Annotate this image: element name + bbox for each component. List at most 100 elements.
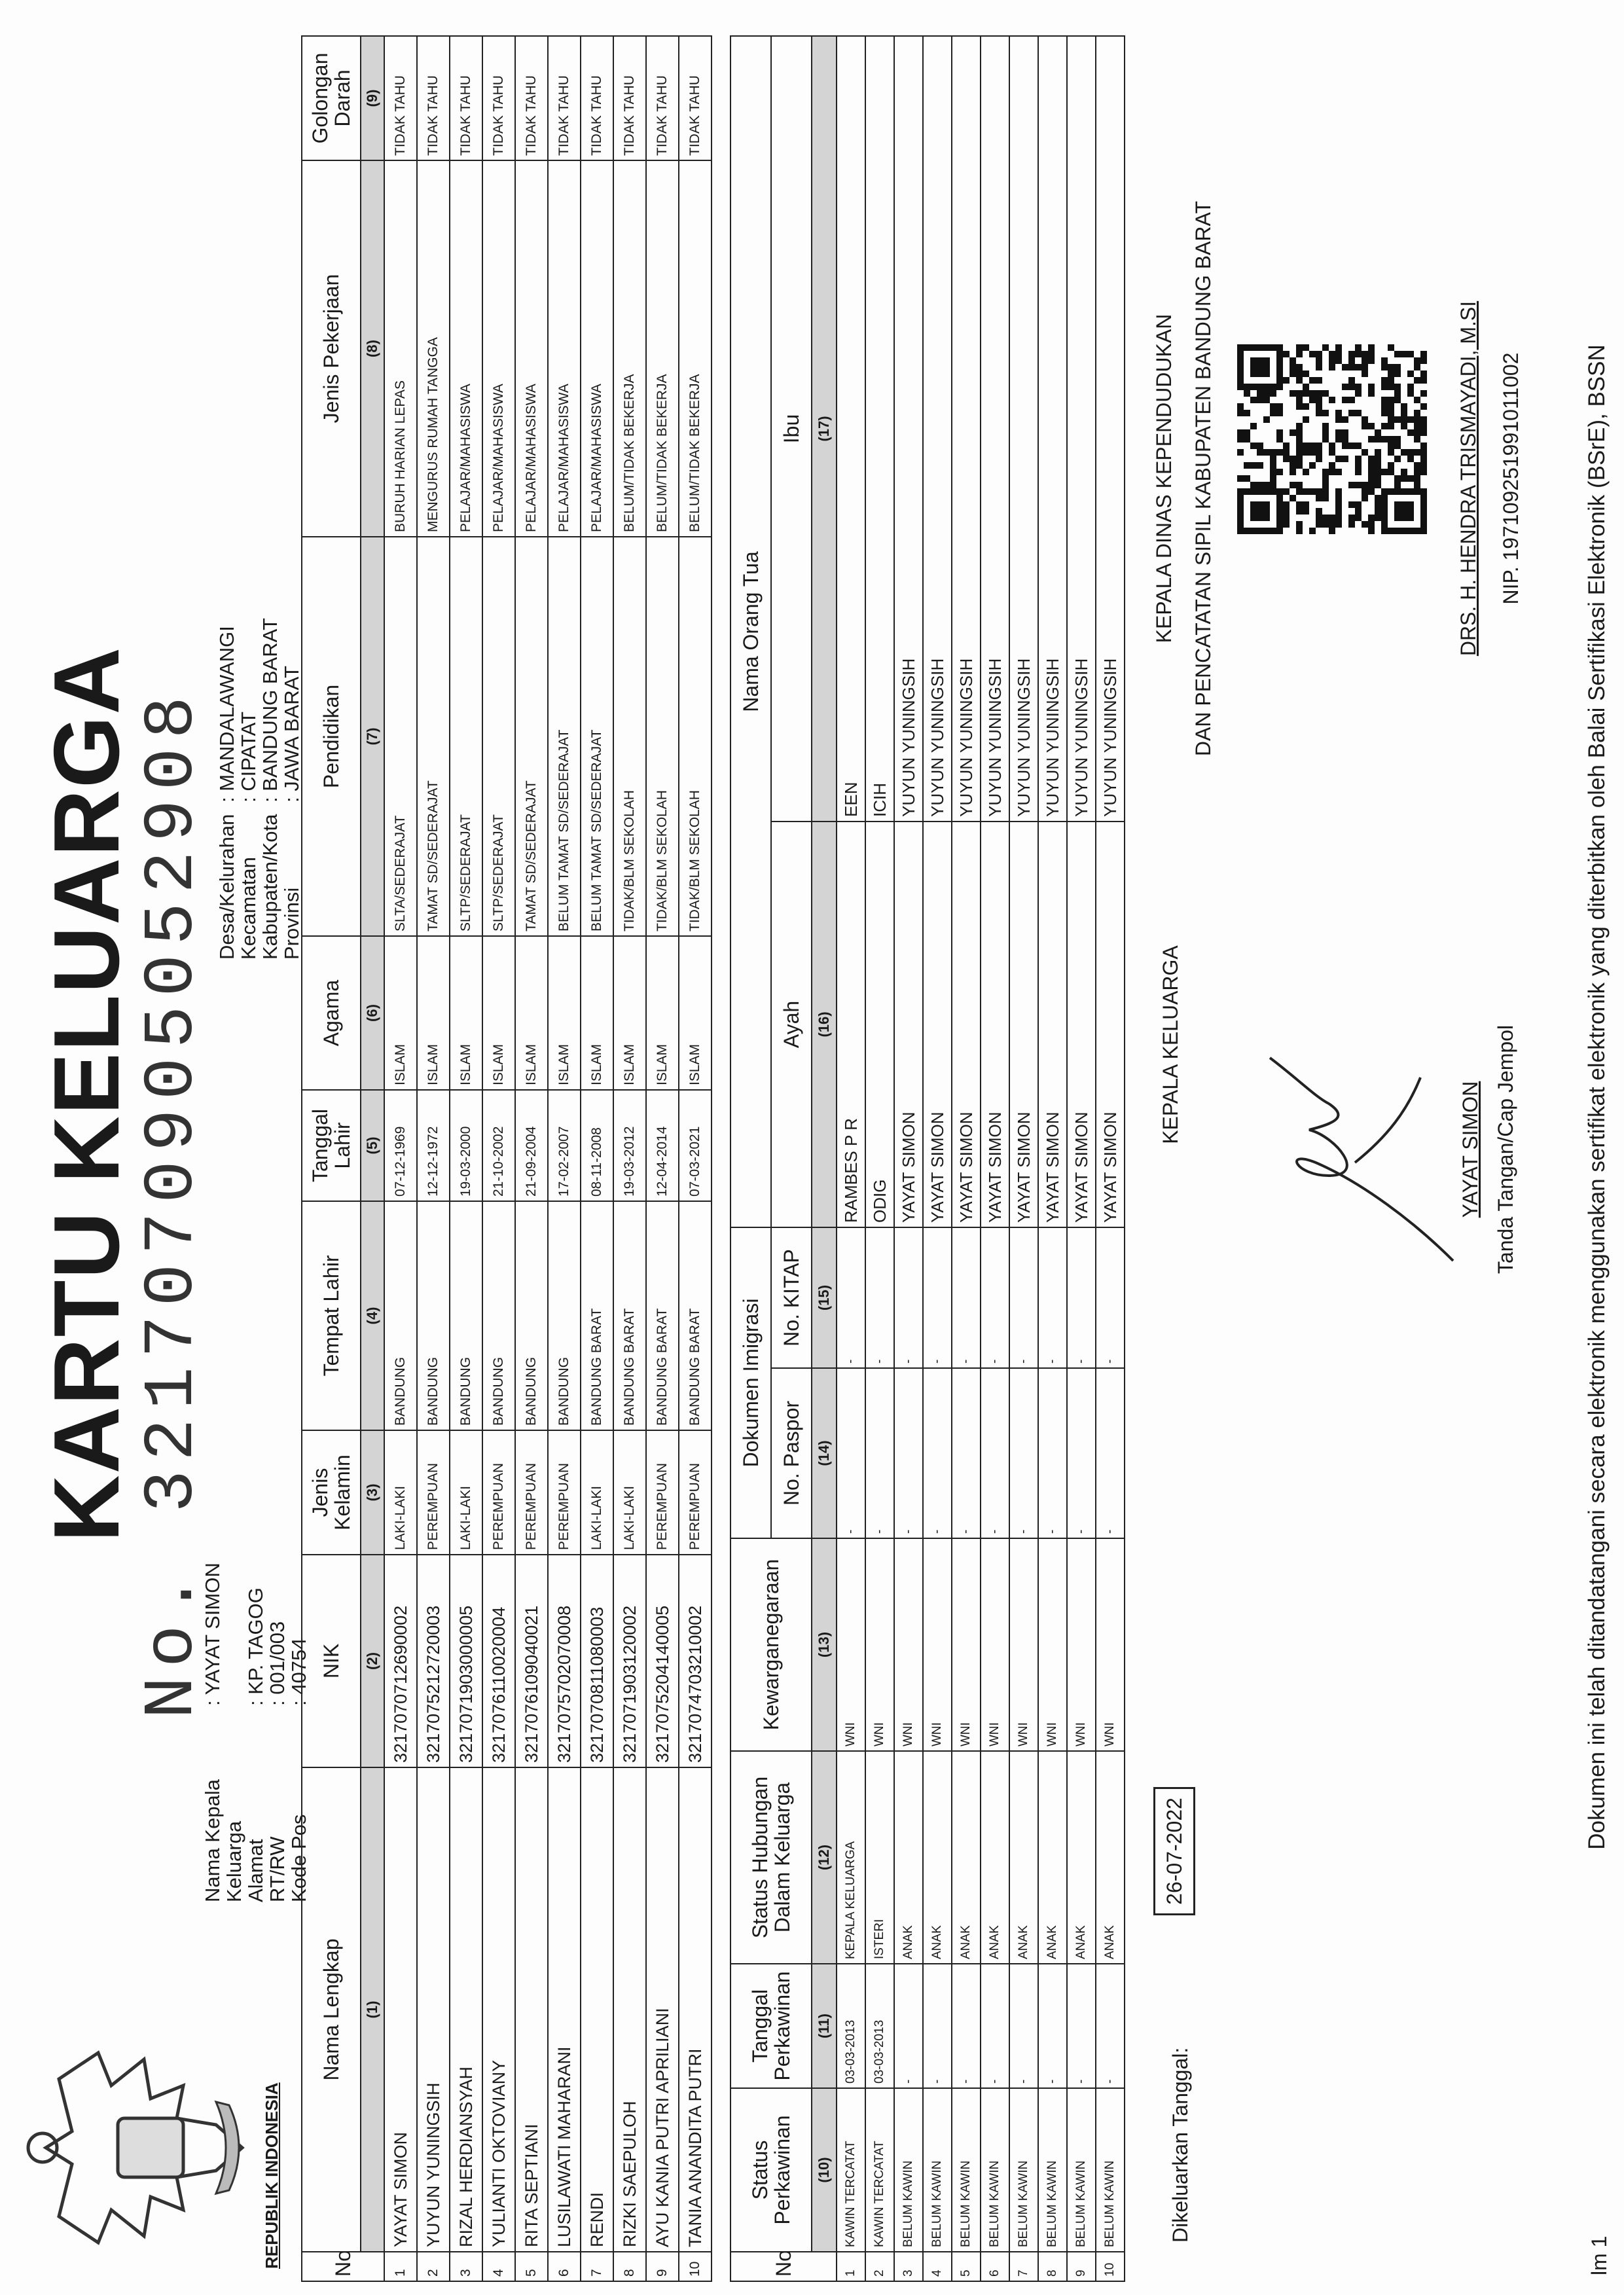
cell: PELAJAR/MAHASISWA	[515, 160, 548, 537]
column-subheader: Ibu	[771, 35, 812, 822]
cell: -	[1067, 1227, 1096, 1368]
status-row: 9 BELUM KAWIN - ANAK WNI - - YAYAT SIMON YUYUN Y…	[1067, 35, 1096, 2281]
table-head: No Status Perkawinan Tanggal Perkawinan Sta…	[731, 35, 837, 2281]
cell: YAYAT SIMON	[384, 1767, 417, 2252]
column-header: Tempat Lahir	[302, 1201, 361, 1430]
member-row: 3 RIZAL HERDIANSYAH 3217071903000005 LAKI-L…	[450, 36, 482, 2281]
cell: TIDAK TAHU	[515, 36, 548, 160]
cell: 7	[1009, 2252, 1038, 2281]
cell: SLTA/SEDERAJAT	[384, 537, 417, 936]
cell: YULIANTI OKTOVIANY	[482, 1767, 515, 2252]
garuda-emblem	[26, 2050, 245, 2245]
cell: BELUM KAWIN	[1096, 2088, 1125, 2252]
info-label: RT/RW	[266, 1836, 289, 1902]
cell: 8	[1038, 2252, 1067, 2281]
cell: BANDUNG BARAT	[581, 1201, 613, 1430]
cell: BELUM KAWIN	[981, 2088, 1009, 2252]
cell: PEREMPUAN	[417, 1430, 450, 1555]
info-value: : 001/003	[266, 1621, 289, 1706]
column-number: (3)	[361, 1430, 384, 1555]
region-info: Desa/Kelurahan: MANDALAWANGI Kecamatan: C…	[215, 618, 303, 960]
status-row: 1 KAWIN TERCATAT 03-03-2013 KEPALA KELUARGA…	[837, 35, 865, 2281]
cell: WNI	[1096, 1538, 1125, 1751]
cell: ANAK	[1067, 1751, 1096, 1964]
cell: BANDUNG	[417, 1201, 450, 1430]
cell: 1	[837, 2252, 865, 2281]
cell: PEREMPUAN	[646, 1430, 679, 1555]
info-row: Nama Kepala Keluarga: YAYAT SIMON	[201, 1563, 245, 1902]
cell: -	[894, 1368, 923, 1538]
column-header: Tanggal Perkawinan	[731, 1964, 812, 2088]
cell: KAWIN TERCATAT	[837, 2088, 865, 2252]
cell: ISLAM	[679, 936, 712, 1090]
cell: 1	[384, 2252, 417, 2281]
cell: TIDAK TAHU	[482, 36, 515, 160]
status-table: No Status Perkawinan Tanggal Perkawinan Sta…	[730, 35, 1125, 2282]
header-row: No Nama Lengkap NIK Jenis Kelamin Tempat Lah…	[302, 36, 384, 2281]
cell: ANAK	[923, 1751, 952, 1964]
cell: PEREMPUAN	[482, 1430, 515, 1555]
qr-code	[1237, 344, 1427, 534]
status-row: 6 BELUM KAWIN - ANAK WNI - - YAYAT SIMON YUYUN Y…	[981, 35, 1009, 2281]
cell: -	[952, 1964, 981, 2088]
cell: BANDUNG	[548, 1201, 581, 1430]
column-header: Agama	[302, 936, 361, 1090]
column-number: (6)	[361, 936, 384, 1090]
cell: 17-02-2007	[548, 1090, 581, 1201]
cell: BANDUNG BARAT	[679, 1201, 712, 1430]
cell: YAYAT SIMON	[894, 821, 923, 1227]
cell: BELUM/TIDAK BEKERJA	[646, 160, 679, 537]
e-sign-note: Dokumen ini telah ditandatangani secara …	[1584, 344, 1610, 1850]
column-number: (13)	[812, 1538, 837, 1751]
document-number: No. 3217070905052908	[133, 687, 213, 1719]
column-number: (14)	[812, 1368, 837, 1538]
column-header: Tanggal Lahir	[302, 1090, 361, 1201]
column-header: Dokumen Imigrasi	[731, 1227, 771, 1538]
cell: YUYUN YUNINGSIH	[923, 35, 952, 822]
cell: EEN	[837, 35, 865, 822]
column-header: Kewarganegaraan	[731, 1538, 812, 1751]
cell: YAYAT SIMON	[1067, 821, 1096, 1227]
cell: LUSILAWATI MAHARANI	[548, 1767, 581, 2252]
cell: 10	[1096, 2252, 1125, 2281]
cell: YUYUN YUNINGSIH	[981, 35, 1009, 822]
info-value: : CIPATAT	[237, 712, 260, 803]
cell: YAYAT SIMON	[1009, 821, 1038, 1227]
cell: 03-03-2013	[865, 1964, 894, 2088]
cell: 3217075212720003	[417, 1555, 450, 1767]
column-number: (11)	[812, 1964, 837, 2088]
column-subheader: Ayah	[771, 821, 812, 1227]
table-head: No Nama Lengkap NIK Jenis Kelamin Tempat Lah…	[302, 36, 384, 2281]
cell: 8	[613, 2252, 646, 2281]
cell: LAKI-LAKI	[384, 1430, 417, 1555]
cell: -	[923, 1964, 952, 2088]
cell: 19-03-2012	[613, 1090, 646, 1201]
number: 3217070905052908	[133, 687, 213, 1513]
info-value: : MANDALAWANGI	[215, 626, 238, 803]
cell: BANDUNG BARAT	[613, 1201, 646, 1430]
cell: 3217074703210002	[679, 1555, 712, 1767]
cell: 7	[581, 2252, 613, 2281]
cell: YUYUN YUNINGSIH	[1096, 35, 1125, 822]
cell: -	[1009, 1227, 1038, 1368]
cell: YUYUN YUNINGSIH	[1067, 35, 1096, 822]
cell: 3	[894, 2252, 923, 2281]
member-row: 10 TANIA ANANDITA PUTRI 3217074703210002 PE…	[679, 36, 712, 2281]
status-row: 5 BELUM KAWIN - ANAK WNI - - YAYAT SIMON YUYUN Y…	[952, 35, 981, 2281]
cell: RIZAL HERDIANSYAH	[450, 1767, 482, 2252]
cell: -	[923, 1368, 952, 1538]
cell: -	[1096, 1964, 1125, 2088]
cell: LAKI-LAKI	[450, 1430, 482, 1555]
page-marker: lm 1	[1587, 2235, 1611, 2275]
cell: TIDAK TAHU	[450, 36, 482, 160]
cell: SLTP/SEDERAJAT	[482, 537, 515, 936]
cell: -	[894, 1964, 923, 2088]
info-value: : BANDUNG BARAT	[259, 618, 281, 803]
cell: 3	[450, 2252, 482, 2281]
cell: ISLAM	[384, 936, 417, 1090]
cell: 2	[865, 2252, 894, 2281]
cell: 3217070811080003	[581, 1555, 613, 1767]
head-caption: Tanda Tangan/Cap Jempol	[1494, 1024, 1517, 1274]
official-title: KEPALA DINAS KEPENDUDUKAN	[1152, 314, 1176, 643]
qr-modules	[1237, 344, 1427, 534]
